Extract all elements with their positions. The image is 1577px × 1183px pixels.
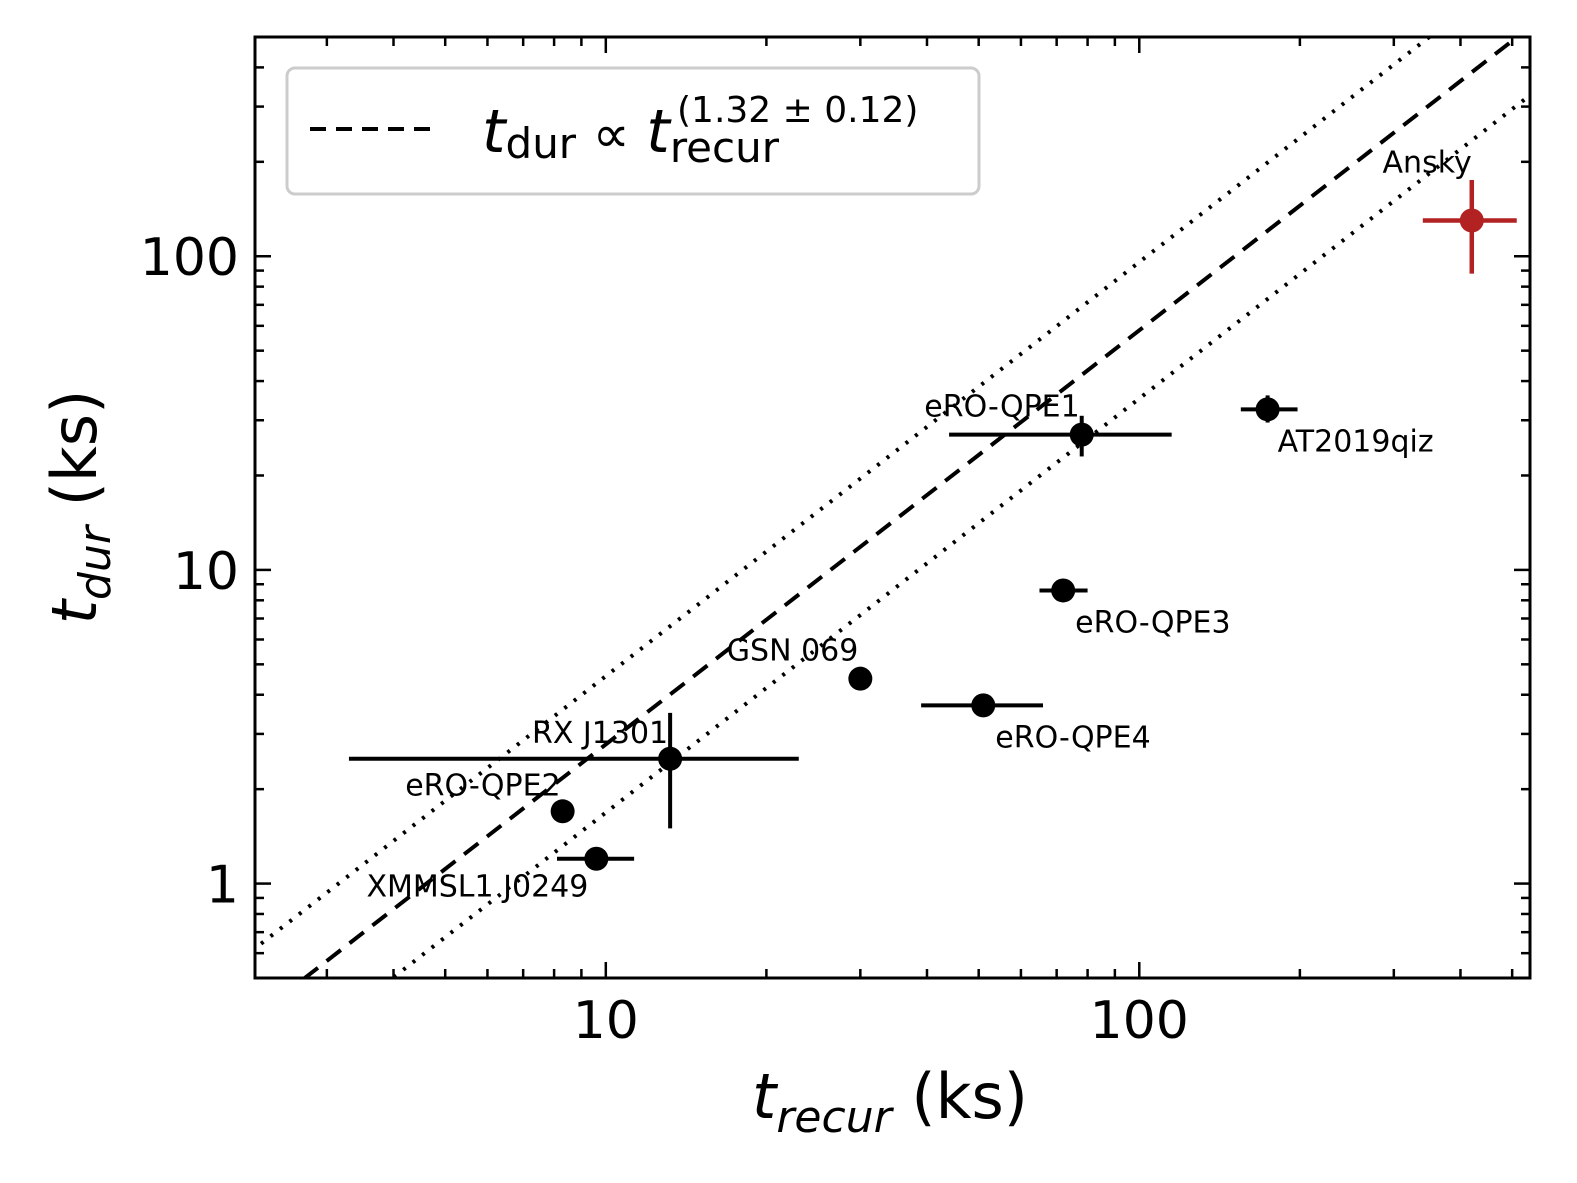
legend-exponent: (1.32 ± 0.12)	[677, 90, 918, 131]
data-marker	[848, 666, 873, 691]
point-label: eRO-QPE4	[995, 720, 1150, 755]
point-label: eRO-QPE3	[1075, 605, 1230, 640]
data-point-rx-j1301: RX J1301	[348, 712, 799, 829]
data-marker	[971, 693, 996, 718]
data-marker	[1069, 422, 1094, 447]
fit-lines	[255, 37, 1530, 978]
point-label: GSN 069	[727, 634, 859, 669]
x-tick-label: 100	[1090, 991, 1189, 1051]
data-point-xmmsl1-j0249: XMMSL1 J0249	[366, 846, 635, 905]
fit-line-dotted-lower	[389, 92, 1530, 978]
y-tick-label: 10	[173, 542, 239, 602]
fit-line-dotted-upper	[255, 37, 1433, 951]
point-label: RX J1301	[532, 716, 668, 751]
data-point-ero-qpe4: eRO-QPE4	[921, 693, 1151, 755]
data-marker	[1459, 208, 1484, 233]
data-marker	[1051, 578, 1076, 603]
point-label: eRO-QPE1	[924, 390, 1079, 425]
plot-frame	[253, 35, 1532, 980]
data-marker	[658, 746, 683, 771]
fit-line-dashed	[301, 37, 1521, 978]
legend: tdur ∝ trecur (1.32 ± 0.12)	[285, 66, 981, 196]
point-label: eRO-QPE2	[405, 768, 560, 803]
y-axis-label: tdur (ks)	[38, 390, 121, 625]
y-tick-label: 100	[140, 228, 239, 288]
x-tick-label: 10	[573, 991, 639, 1051]
data-marker	[550, 799, 575, 824]
data-point-gsn-069: GSN 069	[727, 634, 873, 691]
data-points: eRO-QPE1 AT2019qiz eRO-QPE3 GSN 069 eRO-QPE4…	[348, 146, 1517, 905]
x-axis-label: trecur (ks)	[752, 1060, 1028, 1143]
data-marker	[584, 846, 609, 871]
legend-box	[285, 66, 981, 196]
data-point-ansky: Ansky	[1383, 146, 1517, 274]
point-label: Ansky	[1383, 146, 1472, 181]
point-label: XMMSL1 J0249	[366, 870, 588, 905]
point-label: AT2019qiz	[1278, 424, 1434, 459]
data-marker	[1255, 397, 1280, 422]
legend-text: tdur ∝ trecur	[482, 97, 780, 172]
data-point-ero-qpe3: eRO-QPE3	[1039, 578, 1231, 640]
data-point-ero-qpe2: eRO-QPE2	[405, 768, 575, 824]
data-point-ero-qpe1: eRO-QPE1	[924, 390, 1172, 457]
y-tick-label: 1	[206, 856, 239, 916]
data-point-at2019qiz: AT2019qiz	[1240, 395, 1434, 459]
